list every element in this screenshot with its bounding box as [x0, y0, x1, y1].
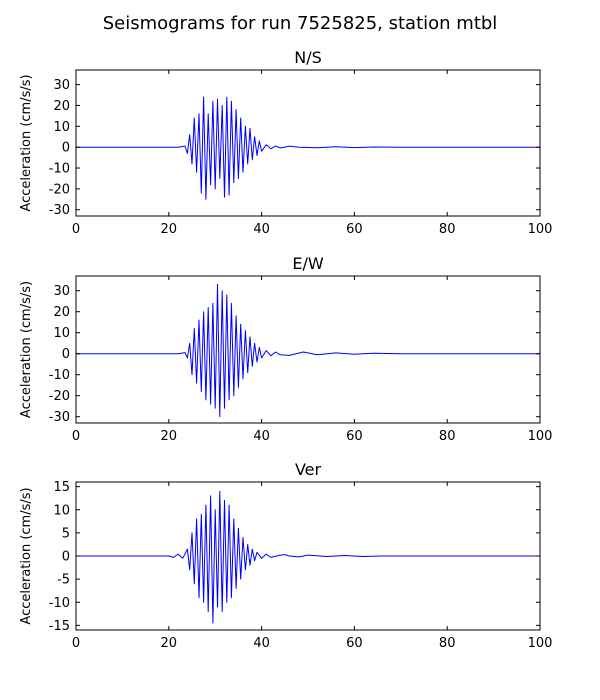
x-tick-label: 100 [528, 222, 553, 237]
x-tick-label: 40 [253, 636, 270, 651]
y-tick-label: -10 [49, 162, 70, 177]
y-tick-label: -30 [49, 203, 70, 218]
x-tick-label: 80 [439, 636, 456, 651]
x-tick-label: 100 [528, 429, 553, 444]
x-tick-label: 20 [161, 222, 178, 237]
panel-title-ver: Ver [295, 460, 322, 479]
x-tick-label: 80 [439, 429, 456, 444]
panels: N/S0 20 40 60 80 100-30-20-100102030Accelerat… [19, 48, 552, 651]
y-tick-label: -15 [49, 619, 70, 634]
y-tick-label: 15 [53, 480, 70, 495]
x-tick-label: 0 [72, 429, 80, 444]
panel-title-e-w: E/W [292, 254, 324, 273]
series-line-ver [76, 490, 540, 624]
y-tick-label: -5 [57, 573, 70, 588]
y-tick-label: -30 [49, 410, 70, 425]
y-tick-label: 0 [62, 347, 70, 362]
axes-frame-n-s [75, 69, 541, 217]
y-tick-label: 30 [53, 284, 70, 299]
y-tick-label: 0 [62, 141, 70, 156]
y-tick-label: -20 [49, 389, 70, 404]
x-tick-label: 0 [72, 636, 80, 651]
y-axis-label-n-s: Acceleration (cm/s/s) [19, 74, 34, 211]
axes-frame-e-w [75, 275, 541, 424]
x-tick-label: 40 [253, 222, 270, 237]
x-tick-label: 0 [72, 222, 80, 237]
x-tick-label: 60 [346, 429, 363, 444]
y-tick-label: 20 [53, 305, 70, 320]
x-tick-label: 100 [528, 636, 553, 651]
y-axis-label-ver: Acceleration (cm/s/s) [19, 487, 34, 624]
series-line-e-w [76, 283, 540, 418]
y-axis-label-e-w: Acceleration (cm/s/s) [19, 281, 34, 418]
y-tick-label: 10 [53, 120, 70, 135]
series-line-n-s [76, 96, 540, 200]
y-tick-label: 0 [62, 550, 70, 565]
y-tick-label: 30 [53, 78, 70, 93]
panel-e-w: E/W 0 20 40 60 80 100 -30 -20 -10 0 10 20 30 Accelerat… [19, 254, 552, 444]
y-tick-label: 5 [62, 526, 70, 541]
y-tick-label: -10 [49, 596, 70, 611]
y-tick-label: 10 [53, 503, 70, 518]
x-tick-label: 60 [346, 222, 363, 237]
y-tick-label: 20 [53, 99, 70, 114]
figure-title: Seismograms for run 7525825, station mtb… [103, 13, 498, 34]
panel-n-s: N/S 0 20 40 60 80 100 -30 -20 -10 0 10 20 30 Accelerat… [19, 48, 552, 237]
panel-ver: Ver 0 20 40 60 80 100 -15 -10 -5 0 5 10 15 Acceleratio… [19, 460, 552, 651]
x-tick-label: 60 [346, 636, 363, 651]
x-tick-label: 40 [253, 429, 270, 444]
y-tick-label: -20 [49, 182, 70, 197]
x-tick-label: 20 [161, 429, 178, 444]
panel-title-n-s: N/S [294, 48, 322, 67]
y-tick-label: -10 [49, 368, 70, 383]
x-tick-label: 20 [161, 636, 178, 651]
y-tick-label: 10 [53, 326, 70, 341]
x-tick-label: 80 [439, 222, 456, 237]
